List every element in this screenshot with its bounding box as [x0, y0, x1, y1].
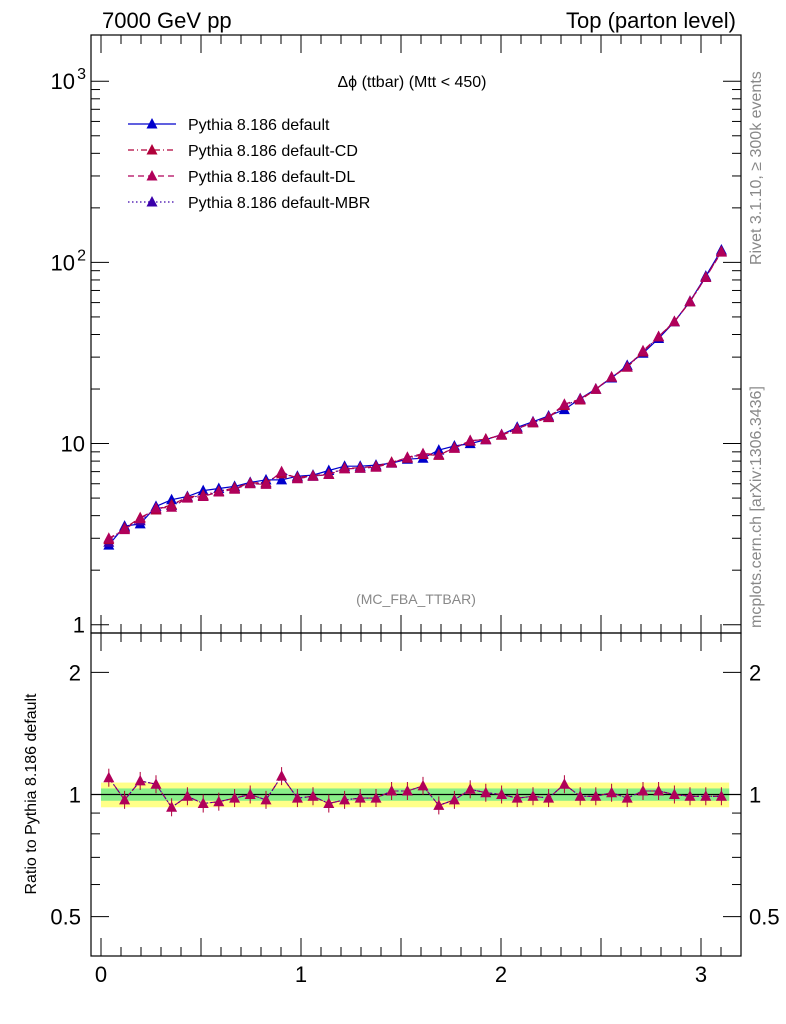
data-point: [543, 411, 555, 422]
legend-label-mbr: Pythia 8.186 default-MBR: [188, 195, 370, 212]
ratio-y-tick-label-right: 2: [749, 660, 761, 685]
legend-item-mbr: Pythia 8.186 default-MBR: [128, 195, 370, 212]
ratio-line-3: [108, 775, 722, 809]
x-tick-label: 2: [495, 962, 507, 987]
ratio-point: [276, 770, 288, 781]
legend-item-dl: Pythia 8.186 default-DL: [128, 169, 355, 186]
legend: Pythia 8.186 default Pythia 8.186 defaul…: [128, 117, 370, 212]
legend-label-cd: Pythia 8.186 default-CD: [188, 143, 358, 160]
header-right: Top (parton level): [566, 8, 736, 33]
x-tick-label: 0: [95, 962, 107, 987]
y-tick-exponent: 2: [77, 247, 86, 264]
series-line-2: [108, 251, 722, 539]
data-point: [150, 502, 162, 513]
y-tick-label-main: 1: [73, 613, 85, 638]
ratio-series-layer: [103, 767, 727, 817]
legend-label-default: Pythia 8.186 default: [188, 117, 330, 134]
y-tick-label-main: 10: [51, 69, 75, 94]
ratio-y-tick-label-right: 1: [749, 783, 761, 808]
legend-item-default: Pythia 8.186 default: [128, 117, 330, 134]
x-tick-label: 3: [695, 962, 707, 987]
legend-item-cd: Pythia 8.186 default-CD: [128, 143, 358, 160]
mcplots-label: mcplots.cern.ch [arXiv:1306.3436]: [748, 386, 765, 628]
ratio-y-tick-label-right: 0.5: [749, 905, 780, 930]
ratio-point: [134, 774, 146, 786]
plot-title: Δϕ (ttbar) (Mtt < 450): [337, 74, 486, 91]
ratio-y-tick-label: 1: [69, 783, 81, 808]
data-point: [511, 422, 523, 434]
ratio-point: [103, 771, 115, 783]
y-tick-label-main: 10: [51, 250, 75, 275]
data-point: [574, 393, 586, 404]
data-point: [606, 371, 618, 382]
y-tick-exponent: 3: [77, 66, 86, 83]
y-tick-label-main: 10: [61, 432, 85, 457]
data-point: [700, 271, 712, 282]
data-point: [134, 512, 146, 524]
rivet-version-label: Rivet 3.1.10, ≥ 300k events: [748, 71, 765, 265]
x-tick-label: 1: [295, 962, 307, 987]
data-point: [417, 447, 429, 459]
ratio-y-axis-label: Ratio to Pythia 8.186 default: [23, 693, 40, 895]
main-series-layer: [103, 244, 727, 550]
ratio-y-tick-label: 0.5: [50, 905, 81, 930]
ratio-y-tick-label: 2: [69, 660, 81, 685]
data-point: [276, 465, 288, 477]
analysis-tag: (MC_FBA_TTBAR): [356, 591, 476, 607]
ratio-axis-ticks: 0 1 2 3 0.5 0.5 1 1 2 2: [50, 633, 780, 987]
legend-label-dl: Pythia 8.186 default-DL: [188, 169, 355, 186]
data-point: [684, 295, 696, 306]
header-left: 7000 GeV pp: [102, 8, 232, 33]
data-point: [590, 383, 602, 394]
